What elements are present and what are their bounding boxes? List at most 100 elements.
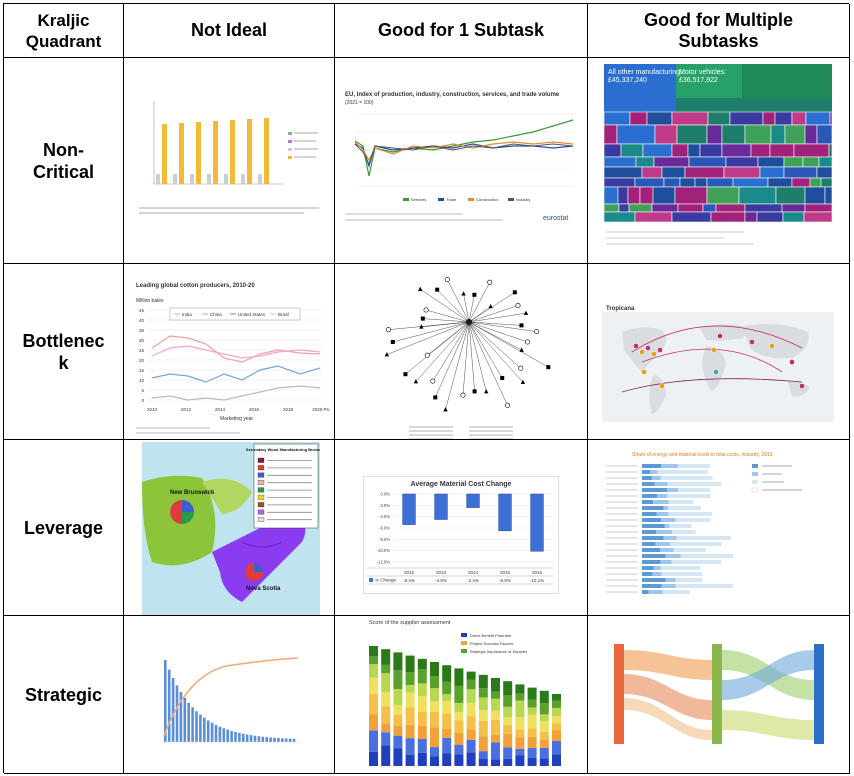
network-edge [427, 321, 470, 356]
thumb-r2c3: Tropicana [588, 264, 850, 440]
network-edge [468, 321, 487, 392]
stacked-segment [478, 736, 488, 752]
energy-bar [642, 476, 652, 480]
stacked-segment [430, 701, 439, 712]
stacked-segment [515, 755, 525, 766]
stacked-segment [405, 707, 415, 725]
header-corner-label: Kraljic Quadrant [25, 10, 102, 51]
treemap-cell [617, 186, 629, 205]
energy-bar [668, 506, 701, 510]
stacked-segment [381, 732, 391, 746]
y-tick-label: 15 [139, 368, 145, 373]
treemap-cell [694, 177, 708, 188]
energy-bar [670, 542, 722, 546]
network-node [424, 352, 430, 358]
y-tick-label: -2.0% [379, 503, 390, 508]
pareto-bar [253, 735, 257, 742]
network-edge [435, 321, 470, 398]
pareto-bar [187, 702, 190, 742]
y-tick-label: 5 [141, 388, 144, 393]
treemap-cell [723, 166, 761, 179]
network-node [419, 324, 424, 329]
pareto-bar [175, 685, 179, 742]
network-edge [468, 306, 491, 323]
map-thumbnail: New Brunswick Nova Scotia Secondary Wood… [142, 442, 320, 615]
stacked-segment [393, 735, 403, 749]
stacked-segment [503, 747, 513, 759]
energy-bar [642, 584, 662, 588]
treemap-cell [652, 186, 676, 205]
stacked-segment [454, 685, 464, 703]
decorative-bar [258, 174, 262, 184]
stacked-segment [442, 737, 452, 754]
stacked-segment [466, 671, 476, 680]
stacked-segment [393, 670, 403, 689]
treemap-cell [744, 211, 758, 223]
network-edge [468, 282, 490, 323]
treemap-cell [783, 166, 818, 179]
table-year: 2014 [468, 570, 479, 575]
y-tick-label: -8.0% [379, 537, 390, 542]
energy-bar [642, 464, 661, 468]
chart-title: Share of energy and material costs in to… [632, 452, 773, 458]
decorative-bar [207, 174, 211, 184]
row-label-leverage: Leverage [4, 440, 124, 616]
network-edge [468, 305, 519, 323]
stacked-segment [417, 696, 427, 712]
table-value: -2.4% [467, 578, 479, 583]
treemap-cell [710, 211, 746, 223]
network-edge [386, 321, 470, 355]
pareto-chart-thumbnail [163, 657, 299, 743]
map-dot [711, 347, 717, 353]
energy-bar [671, 560, 722, 564]
legend-item: Strategic Importance of Supplier [470, 649, 528, 654]
map-dot [769, 343, 775, 349]
energy-bar [673, 548, 706, 552]
network-edge [463, 293, 470, 323]
stacked-segment [466, 729, 476, 740]
stacked-segment [430, 747, 439, 757]
stacked-segment [405, 754, 415, 766]
stacked-segment [369, 751, 378, 766]
row-label-bottleneck: Bottleneck [4, 264, 124, 440]
stacked-segment [381, 692, 391, 707]
treemap-cell [744, 124, 772, 145]
treemap-cell [620, 143, 644, 158]
network-edge [432, 321, 470, 382]
chart-unit: Million bales [136, 298, 164, 304]
network-node [504, 402, 510, 408]
stacked-segment [369, 656, 378, 665]
thumb-r4c3 [588, 616, 850, 774]
pareto-bar [269, 737, 272, 742]
horizontal-bar-thumbnail: Share of energy and material costs in to… [606, 452, 802, 594]
y-tick-label: 40 [139, 318, 145, 323]
treemap-cell [757, 156, 785, 168]
stacked-segment [381, 673, 391, 693]
energy-bar [661, 572, 703, 576]
network-node [500, 376, 505, 381]
network-node [435, 287, 440, 292]
stacked-segment [454, 744, 464, 755]
table-year: 2013 [436, 570, 447, 575]
network-edge [445, 321, 470, 410]
treemap-cell [651, 203, 679, 213]
legend-swatch [257, 472, 265, 478]
x-tick-label: 2012 [181, 407, 192, 412]
energy-bar [660, 476, 713, 480]
energy-bar [665, 554, 681, 558]
stacked-segment [430, 676, 439, 689]
legend-item: Project Success Factors [470, 641, 513, 646]
y-tick-label: 10 [139, 378, 145, 383]
map-dot [633, 343, 639, 349]
stacked-segment [491, 698, 500, 711]
energy-bar [642, 494, 658, 498]
network-edge [447, 279, 470, 323]
x-tick-label: 2010 [147, 407, 158, 412]
stacked-segment [442, 713, 452, 729]
stacked-segment [381, 706, 391, 724]
decorative-bar [173, 174, 177, 184]
treemap-cell [732, 177, 769, 188]
network-node [433, 395, 438, 400]
sankey-thumbnail [614, 640, 824, 750]
treemap-cell [803, 211, 832, 223]
